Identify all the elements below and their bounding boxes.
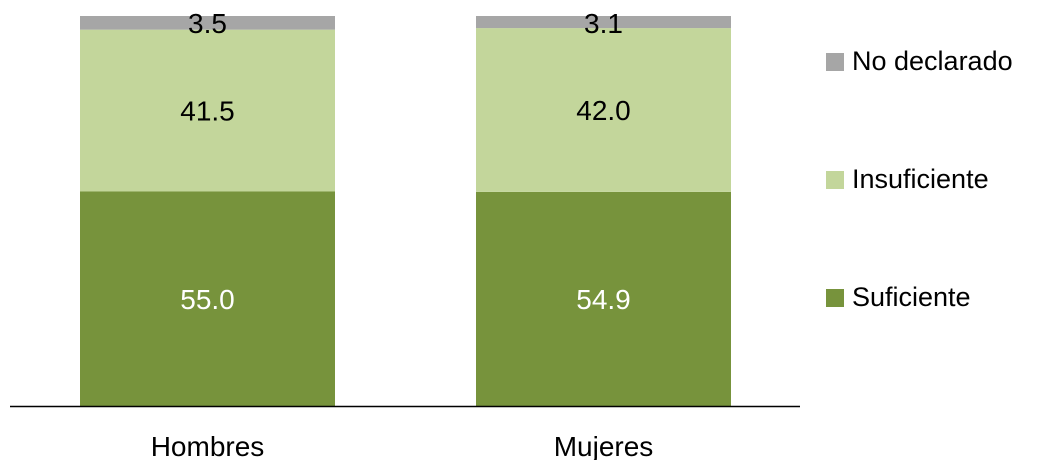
x-tick-label-mujeres: Mujeres	[554, 431, 654, 460]
data-label-suficiente-mujeres: 54.9	[576, 284, 631, 315]
legend-swatch	[826, 288, 844, 307]
x-tick-label-hombres: Hombres	[151, 431, 265, 460]
bar-segment-suficiente-mujeres	[476, 191, 731, 406]
data-label-no-declarado-hombres: 3.5	[188, 8, 227, 39]
legend-label: Suficiente	[852, 282, 971, 312]
legend-label: No declarado	[852, 46, 1013, 76]
data-label-no-declarado-mujeres: 3.1	[584, 8, 623, 39]
bar-segment-no-declarado-hombres	[80, 16, 335, 30]
bar-segment-insuficiente-mujeres	[476, 28, 731, 192]
bar-segment-no-declarado-mujeres	[476, 16, 731, 29]
legend-item-insuficiente: Insuficiente	[826, 166, 989, 193]
legend-label: Insuficiente	[852, 164, 989, 194]
legend-swatch	[826, 52, 844, 71]
data-label-suficiente-hombres: 55.0	[180, 284, 235, 315]
legend-swatch	[826, 170, 844, 189]
data-label-insuficiente-hombres: 41.5	[180, 96, 235, 127]
bar-segment-suficiente-hombres	[80, 191, 335, 406]
data-label-insuficiente-mujeres: 42.0	[576, 95, 631, 126]
bar-segment-insuficiente-hombres	[80, 29, 335, 192]
legend-item-suficiente: Suficiente	[826, 284, 971, 311]
legend-item-no-declarado: No declarado	[826, 48, 1013, 75]
